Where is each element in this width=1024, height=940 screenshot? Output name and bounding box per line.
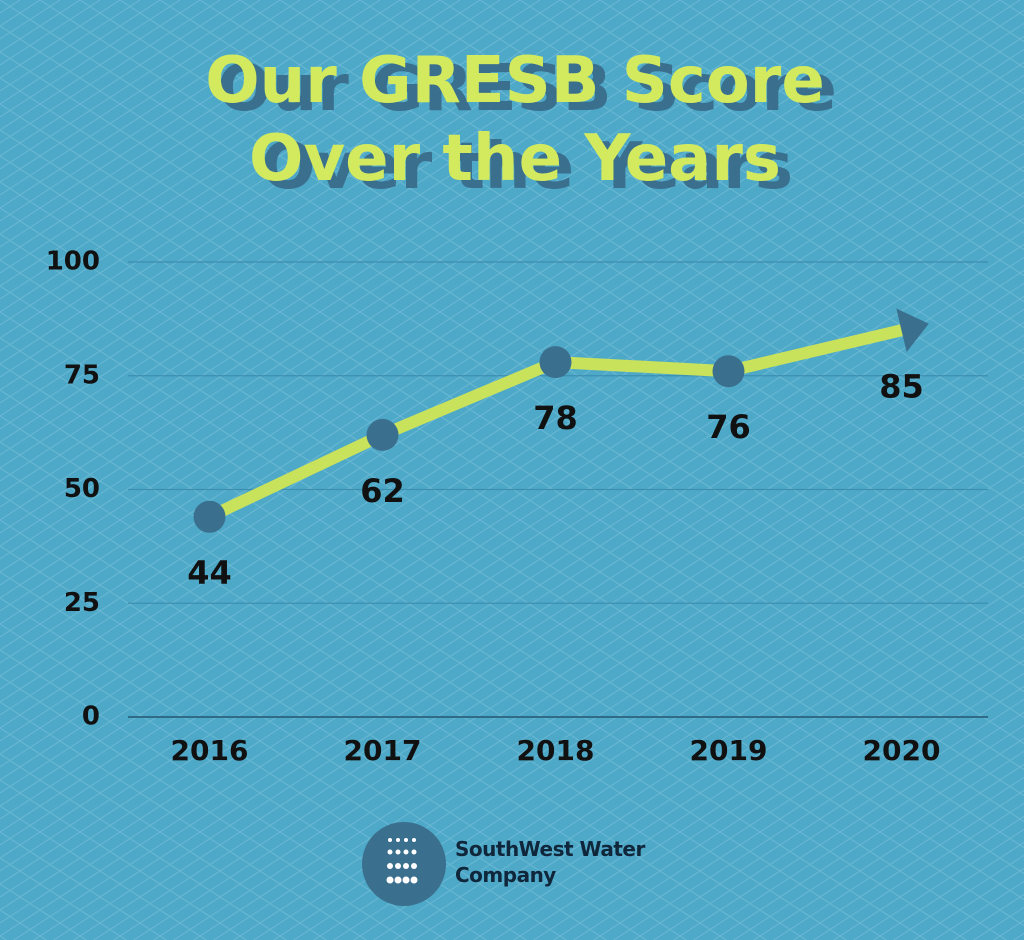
marker (366, 418, 399, 451)
arrow-marker (896, 308, 929, 353)
x-tick-label: 2017 (344, 734, 422, 767)
y-tick-label: 0 (82, 702, 100, 732)
data-label: 78 (533, 399, 578, 437)
x-tick-label: 2016 (171, 734, 249, 767)
data-label: 62 (360, 472, 405, 510)
x-tick-label: 2020 (863, 734, 941, 767)
y-tick-label: 100 (46, 247, 100, 277)
data-label: 85 (879, 367, 924, 405)
marker (712, 355, 745, 388)
data-label: 44 (187, 554, 232, 592)
y-tick-label: 50 (64, 474, 100, 504)
marker (539, 346, 572, 379)
data-label: 76 (706, 408, 751, 446)
x-tick-label: 2019 (690, 734, 768, 767)
brand-name: SouthWest Water Company (455, 837, 645, 887)
y-tick-label: 25 (64, 588, 100, 618)
logo-dots (386, 838, 418, 884)
marker (193, 500, 226, 533)
chart-title: Our GRESB Score Over the Years (205, 44, 825, 196)
x-tick-label: 2018 (517, 734, 595, 767)
y-tick-label: 75 (64, 360, 100, 390)
